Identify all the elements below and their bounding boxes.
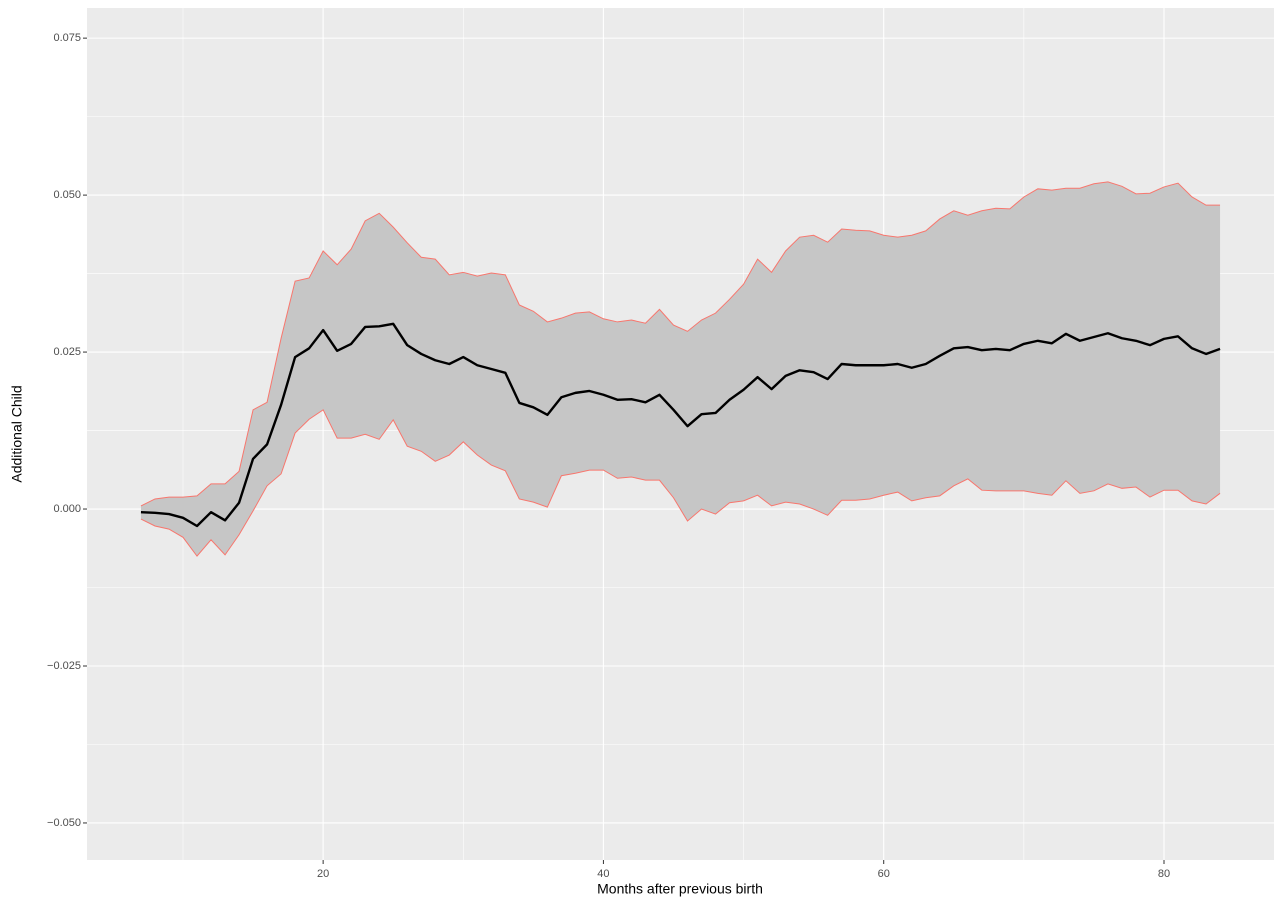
x-tick-label: 80: [1158, 868, 1170, 880]
y-tick-label: 0.075: [53, 32, 81, 44]
y-axis-title: Additional Child: [9, 385, 25, 482]
y-tick-label: 0.000: [53, 503, 81, 515]
y-tick-label: −0.025: [47, 660, 81, 672]
confidence-band: [140, 181, 1221, 557]
band-lower-line: [140, 409, 1221, 557]
x-tick-label: 40: [597, 868, 609, 880]
estimate-line: [140, 322, 1221, 528]
y-tick-label: 0.025: [53, 346, 81, 358]
y-tick-label: −0.050: [47, 817, 81, 829]
band-upper-line: [140, 181, 1221, 507]
x-tick-label: 20: [317, 868, 329, 880]
x-axis-title: Months after previous birth: [597, 881, 763, 897]
y-tick-label: 0.050: [53, 189, 81, 201]
x-tick-label: 60: [878, 868, 890, 880]
